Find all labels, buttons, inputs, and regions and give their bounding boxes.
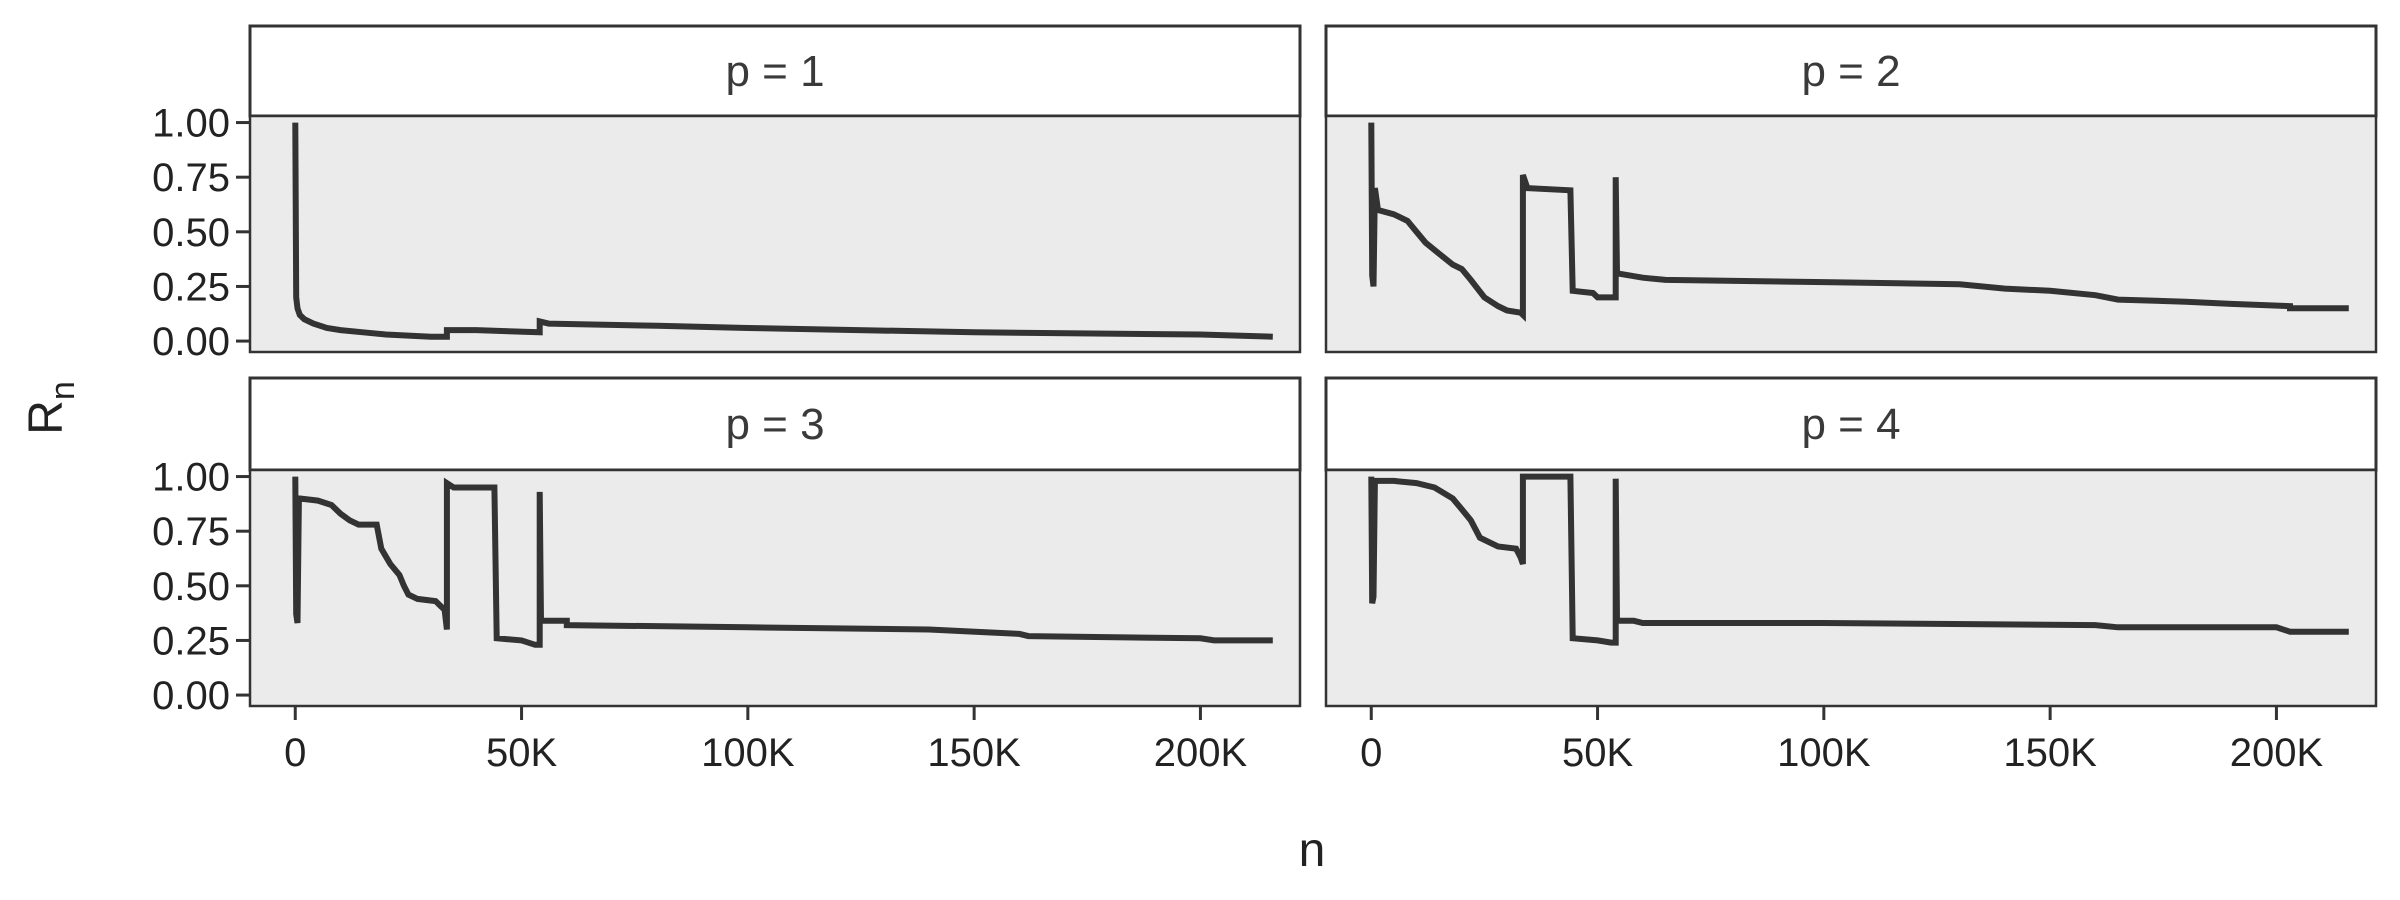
series-line-1 — [292, 122, 1273, 340]
panel-3: p = 3 0.00 0.25 0.50 0.75 1.00 0 50K 100K 150K 200… — [152, 376, 1302, 775]
x-tick-label: 200K — [1154, 731, 1248, 775]
series-line-4 — [1368, 473, 2349, 646]
x-tick-label: 150K — [927, 731, 1021, 775]
y-tick-label: 0.50 — [152, 565, 230, 609]
panel-background — [1324, 468, 2378, 708]
x-tick-label: 50K — [486, 731, 557, 775]
x-tick-label: 0 — [1360, 731, 1382, 775]
panel-background — [248, 468, 1302, 708]
y-tick-label: 0.25 — [152, 619, 230, 663]
y-tick-label: 0.00 — [152, 320, 230, 364]
panel-background — [1324, 114, 2378, 354]
y-tick-label: 0.75 — [152, 156, 230, 200]
x-tick-label: 100K — [1777, 731, 1871, 775]
strip-label: p = 3 — [725, 400, 824, 449]
strip-label: p = 2 — [1801, 47, 1900, 96]
y-tick-label: 1.00 — [152, 456, 230, 500]
y-tick-label: 0.00 — [152, 674, 230, 718]
y-tick-label: 0.50 — [152, 211, 230, 255]
y-tick-label: 0.25 — [152, 265, 230, 309]
series-line-3 — [292, 476, 1273, 648]
strip-header — [248, 24, 1302, 118]
x-tick-label: 100K — [701, 731, 795, 775]
y-axis-title-main: R — [20, 400, 73, 435]
x-axis-title: n — [1299, 824, 1326, 877]
strip-header — [248, 376, 1302, 472]
panels-layer: p = 1 0.00 0.25 0.50 0.75 1.00 p = 2 p = 3 0.00 0… — [152, 24, 2378, 775]
series-line-2 — [1368, 122, 2349, 322]
x-tick-label: 150K — [2003, 731, 2097, 775]
x-tick-label: 200K — [2230, 731, 2324, 775]
panel-1: p = 1 0.00 0.25 0.50 0.75 1.00 — [152, 24, 1302, 364]
panel-2: p = 2 — [1324, 24, 2378, 354]
strip-header — [1324, 376, 2378, 472]
y-axis-title: Rn — [20, 381, 82, 435]
y-axis-title-subscript: n — [44, 381, 82, 400]
panel-background — [248, 114, 1302, 354]
x-tick-label: 50K — [1562, 731, 1633, 775]
x-tick-label: 0 — [284, 731, 306, 775]
strip-label: p = 4 — [1801, 400, 1900, 449]
y-tick-label: 0.75 — [152, 510, 230, 554]
strip-header — [1324, 24, 2378, 118]
strip-label: p = 1 — [725, 47, 824, 96]
y-tick-label: 1.00 — [152, 102, 230, 146]
panel-4: p = 4 0 50K 100K 150K 200K — [1324, 376, 2378, 775]
